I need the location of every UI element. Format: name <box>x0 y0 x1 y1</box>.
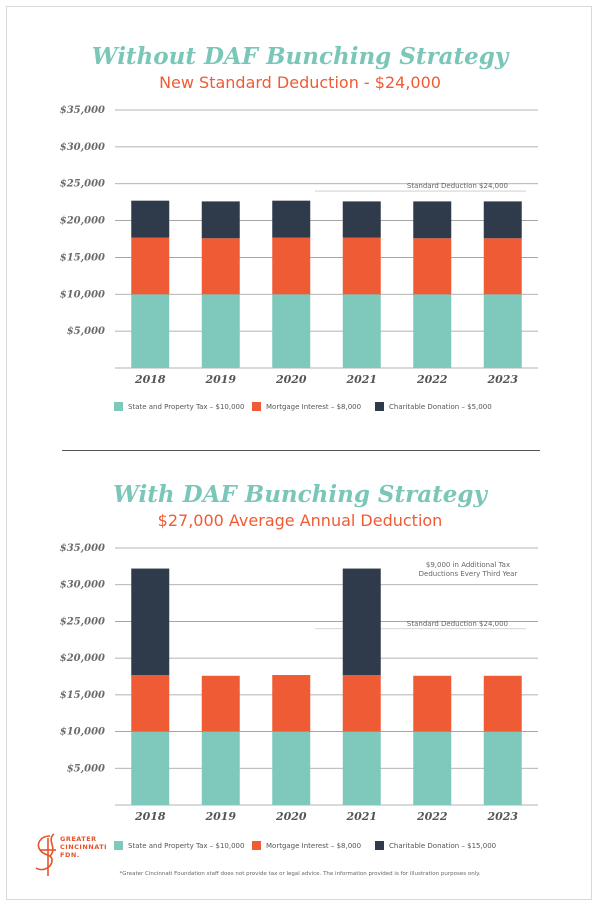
bar-segment <box>201 731 240 805</box>
chart2-title: With DAF Bunching Strategy <box>113 481 487 508</box>
legend-item: State and Property Tax – $10,000 <box>114 841 244 850</box>
chart2-subtitle: $27,000 Average Annual Deduction <box>157 511 443 530</box>
legend-swatch <box>375 402 384 411</box>
y-tick-label: $5,000 <box>67 763 105 774</box>
y-tick-label: $35,000 <box>60 105 105 116</box>
legend-swatch <box>114 402 123 411</box>
logo-line: CINCINNATI <box>60 843 108 851</box>
bar-segment <box>131 675 170 732</box>
legend-label: Charitable Donation – $5,000 <box>389 402 492 411</box>
x-tick-label: 2019 <box>204 810 236 823</box>
y-tick-label: $35,000 <box>60 543 105 554</box>
bar-segment <box>342 731 381 805</box>
x-tick-label: 2020 <box>275 373 307 386</box>
legend-item: Charitable Donation – $5,000 <box>375 402 492 411</box>
bar-segment <box>483 294 522 368</box>
x-tick-label: 2018 <box>134 373 166 386</box>
x-tick-label: 2023 <box>486 373 518 386</box>
x-tick-label: 2019 <box>204 373 236 386</box>
bar-segment <box>272 200 311 238</box>
legend-label: Charitable Donation – $15,000 <box>389 841 497 850</box>
logo-line: FDN. <box>60 851 80 859</box>
legend-swatch <box>375 841 384 850</box>
x-tick-label: 2022 <box>416 373 448 386</box>
bar-segment <box>342 237 381 295</box>
foundation-logo-icon <box>35 833 56 876</box>
chart2-plot: $5,000 $10,000 $15,000 $20,000 $25,000 $30,00… <box>60 543 538 823</box>
footnote: *Greater Cincinnati Foundation staff doe… <box>119 871 481 877</box>
x-tick-label: 2020 <box>275 810 307 823</box>
legend-item: Mortgage Interest – $8,000 <box>252 402 361 411</box>
y-tick-label: $15,000 <box>60 252 105 263</box>
legend-label: State and Property Tax – $10,000 <box>128 402 245 411</box>
chart1-title: Without DAF Bunching Strategy <box>91 43 509 70</box>
annotation-text: Deductions Every Third Year <box>419 570 518 578</box>
bar-segment <box>413 294 452 368</box>
chart1-plot: $5,000 $10,000 $15,000 $20,000 $25,000 $30,00… <box>60 105 538 386</box>
bar-segment <box>131 294 170 368</box>
legend-swatch <box>114 841 123 850</box>
reference-line-label: Standard Deduction $24,000 <box>407 182 508 190</box>
bar-segment <box>272 675 311 732</box>
x-tick-label: 2018 <box>134 810 166 823</box>
bar-segment <box>201 294 240 368</box>
y-tick-label: $10,000 <box>60 727 105 738</box>
legend-item: Mortgage Interest – $8,000 <box>252 841 361 850</box>
bar-segment <box>342 294 381 368</box>
y-tick-label: $20,000 <box>60 653 105 664</box>
y-tick-label: $20,000 <box>60 216 105 227</box>
logo-line: GREATER <box>60 835 97 843</box>
legend-swatch <box>252 841 261 850</box>
y-tick-label: $25,000 <box>60 179 105 190</box>
legend-label: Mortgage Interest – $8,000 <box>266 402 362 411</box>
bar-segment <box>413 201 452 239</box>
y-tick-label: $5,000 <box>67 326 105 337</box>
bar-segment <box>483 201 522 239</box>
bar-segment <box>272 294 311 368</box>
bar-segment <box>201 201 240 239</box>
bar-segment <box>131 568 170 676</box>
y-tick-label: $30,000 <box>60 580 105 591</box>
legend-item: Charitable Donation – $15,000 <box>375 841 496 850</box>
chart1-subtitle: New Standard Deduction - $24,000 <box>159 73 441 92</box>
bar-segment <box>413 731 452 805</box>
page-frame <box>6 6 592 900</box>
bar-segment <box>342 675 381 732</box>
y-tick-label: $10,000 <box>60 289 105 300</box>
section-divider <box>62 450 540 451</box>
bar-segment <box>413 675 452 732</box>
x-tick-label: 2021 <box>345 810 377 823</box>
legend-label: State and Property Tax – $10,000 <box>128 841 245 850</box>
bar-segment <box>131 237 170 295</box>
y-tick-label: $30,000 <box>60 142 105 153</box>
bar-segment <box>201 675 240 732</box>
bar-segment <box>342 201 381 238</box>
bar-segment <box>272 731 311 805</box>
bar-segment <box>483 675 522 732</box>
legend-swatch <box>252 402 261 411</box>
bar-segment <box>272 237 311 295</box>
y-tick-label: $25,000 <box>60 616 105 627</box>
bar-segment <box>131 731 170 805</box>
bar-segment <box>483 731 522 805</box>
bar-segment <box>342 568 381 676</box>
reference-line-label: Standard Deduction $24,000 <box>407 620 508 628</box>
legend-label: Mortgage Interest – $8,000 <box>266 841 362 850</box>
y-tick-label: $15,000 <box>60 690 105 701</box>
bar-segment <box>483 238 522 295</box>
x-tick-label: 2021 <box>345 373 377 386</box>
logo-text: GREATER CINCINNATI FDN. <box>60 835 107 859</box>
bar-segment <box>201 238 240 295</box>
bar-segment <box>413 238 452 295</box>
x-tick-label: 2023 <box>486 810 518 823</box>
legend-item: State and Property Tax – $10,000 <box>114 402 244 411</box>
bar-segment <box>131 200 170 238</box>
x-tick-label: 2022 <box>416 810 448 823</box>
annotation-text: $9,000 in Additional Tax <box>426 561 510 569</box>
